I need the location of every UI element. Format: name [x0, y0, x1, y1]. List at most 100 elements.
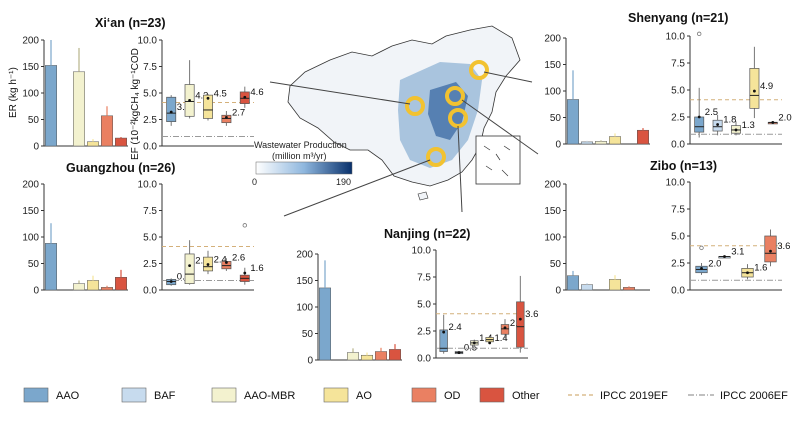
panel-er-tick-label: 200: [544, 34, 561, 45]
legend-item-aao: AAO: [23, 387, 80, 403]
box-mean-label: 4.3: [195, 90, 208, 101]
box-od: [764, 235, 777, 263]
panel-ef-tick-label: 10.0: [666, 32, 686, 43]
box-mean-label: 1.3: [742, 120, 755, 131]
box-mean-point: [700, 267, 703, 270]
box-mean-point: [746, 271, 749, 275]
panel-ef-tick-label: 5.0: [143, 233, 157, 244]
panel-ef-tick-label: 2.5: [671, 113, 685, 124]
connector-shenyang: [483, 71, 533, 83]
legend-swatch: [323, 387, 349, 403]
panel-ef-tick-label: 7.5: [143, 62, 157, 73]
panel-4: Zibo (n=13) 0 50 100 150 200 0.0 2.5 5.0 7.5 10.0 2…: [544, 159, 790, 297]
panel-er-tick-label: 100: [544, 233, 561, 244]
city-title: Shenyang (n=21): [628, 11, 728, 25]
connector-guangzhou: [283, 159, 431, 217]
box-mean-point: [723, 255, 726, 258]
panel-er-tick-label: 0: [307, 356, 313, 367]
panel-ef-tick-label: 0.0: [417, 354, 431, 365]
bar-ao: [361, 354, 373, 361]
er-axis-title: ER (kg h⁻¹): [8, 67, 19, 118]
ef-box-plot: 0.0 2.5 5.0 7.5 10.0 2.5 1.8 1.3 4.9 2.0: [666, 32, 792, 151]
panel-ef-tick-label: 10.0: [138, 36, 158, 47]
panel-er-tick-label: 0: [33, 286, 39, 297]
marker-zibo: [445, 86, 465, 106]
panel-ef-tick-label: 0.0: [671, 286, 685, 297]
bar-aao: [567, 99, 579, 145]
bar-aao: [45, 65, 57, 147]
legend-label: AAO-MBR: [244, 390, 295, 402]
legend-item-od: OD: [411, 387, 461, 403]
box-mean-point: [169, 110, 173, 114]
panel-ef-tick-label: 7.5: [143, 206, 157, 217]
bar-aao-mbr: [347, 352, 359, 361]
bar-od: [101, 287, 113, 291]
panel-ef-tick-label: 7.5: [671, 205, 685, 216]
legend-label: IPCC 2019EF: [600, 390, 668, 402]
hainan-island: [417, 191, 429, 201]
city-title: Xi‘an (n=23): [95, 16, 166, 30]
bar-baf: [581, 141, 593, 145]
bar-aao: [45, 243, 57, 291]
city-title: Guangzhou (n=26): [66, 161, 175, 175]
panel-er-tick-label: 50: [28, 259, 40, 270]
box-mean-point: [188, 264, 192, 268]
panel-0: Xi‘an (n=23) 0 50 100 150 200 0.0 2.5 5.0 7.5 10.0…: [22, 16, 263, 153]
legend-item-other: Other: [479, 387, 540, 403]
legend-swatch: [479, 387, 505, 403]
china-map: Wastewater Production (million m³/yr) 0 …: [252, 25, 539, 217]
legend-label: AO: [356, 390, 372, 402]
panel-ef-tick-label: 5.0: [417, 300, 431, 311]
bar-baf: [581, 284, 593, 291]
box-mean-label: 3.6: [777, 241, 790, 252]
ef-box-plot: 0.02.55.07.510.02.40.51.41.42.83.6: [412, 246, 539, 365]
panel-ef-tick-label: 5.0: [671, 232, 685, 243]
bar-ao: [87, 141, 99, 147]
box-od: [221, 114, 232, 124]
box-aao: [439, 329, 448, 352]
city-title: Nanjing (n=22): [384, 227, 470, 241]
box-mean-point: [188, 99, 192, 102]
bar-aao-mbr: [595, 141, 607, 145]
bar-od: [375, 351, 387, 361]
ef-axis-title: EF (10⁻²kgCH₄ kg⁻¹COD: [130, 48, 141, 160]
bar-aao-mbr: [73, 71, 85, 147]
bar-other: [115, 137, 127, 147]
legend-swatch: [211, 387, 237, 403]
bar-od: [101, 115, 113, 147]
panel-er-tick-label: 150: [22, 62, 39, 73]
connector-zibo: [461, 99, 539, 155]
legend-label: Other: [512, 390, 540, 402]
legend-item-aao-mbr: AAO-MBR: [211, 387, 295, 403]
connector-xian: [269, 81, 411, 105]
box-mean-label: 3.6: [525, 309, 538, 320]
panel-er-tick-label: 150: [544, 60, 561, 71]
box-mean-label: 0.8: [177, 272, 190, 283]
panel-1: Guangzhou (n=26) 0 50 100 150 200 0.0 2.5 5.0 7.5…: [22, 161, 263, 297]
box-mean-point: [442, 330, 446, 334]
box-mean-point: [697, 115, 701, 119]
panel-ef-tick-label: 7.5: [671, 59, 685, 70]
panel-er-tick-label: 100: [22, 89, 39, 100]
panel-ef-tick-label: 0.0: [143, 142, 157, 153]
panel-er-tick-label: 0: [33, 142, 39, 153]
colorbar-min: 0: [252, 177, 257, 187]
panel-ef-tick-label: 2.5: [671, 259, 685, 270]
er-bar-chart: 0 50 100 150 200: [22, 180, 128, 297]
marker-guangzhou: [426, 147, 446, 167]
box-mean-point: [206, 96, 210, 100]
legend-item-ipcc2006: IPCC 2006EF: [688, 390, 788, 402]
bar-aao-mbr: [73, 283, 85, 291]
ef-box-plot: 0.0 2.5 5.0 7.5 10.0 2.0 3.1 1.6 3.6: [666, 178, 791, 297]
box-mean-label: 2.4: [449, 322, 462, 333]
panel-er-tick-label: 50: [302, 329, 314, 340]
bar-ao: [87, 280, 99, 291]
box-mean-label: 2.6: [232, 252, 245, 263]
box-mean-point: [169, 280, 173, 283]
city-title: Zibo (n=13): [650, 159, 717, 173]
box-mean-label: 2.3: [195, 256, 208, 267]
box-mean-label: 1.6: [250, 263, 263, 274]
box-aao: [166, 96, 177, 122]
panel-ef-tick-label: 10.0: [666, 178, 686, 189]
